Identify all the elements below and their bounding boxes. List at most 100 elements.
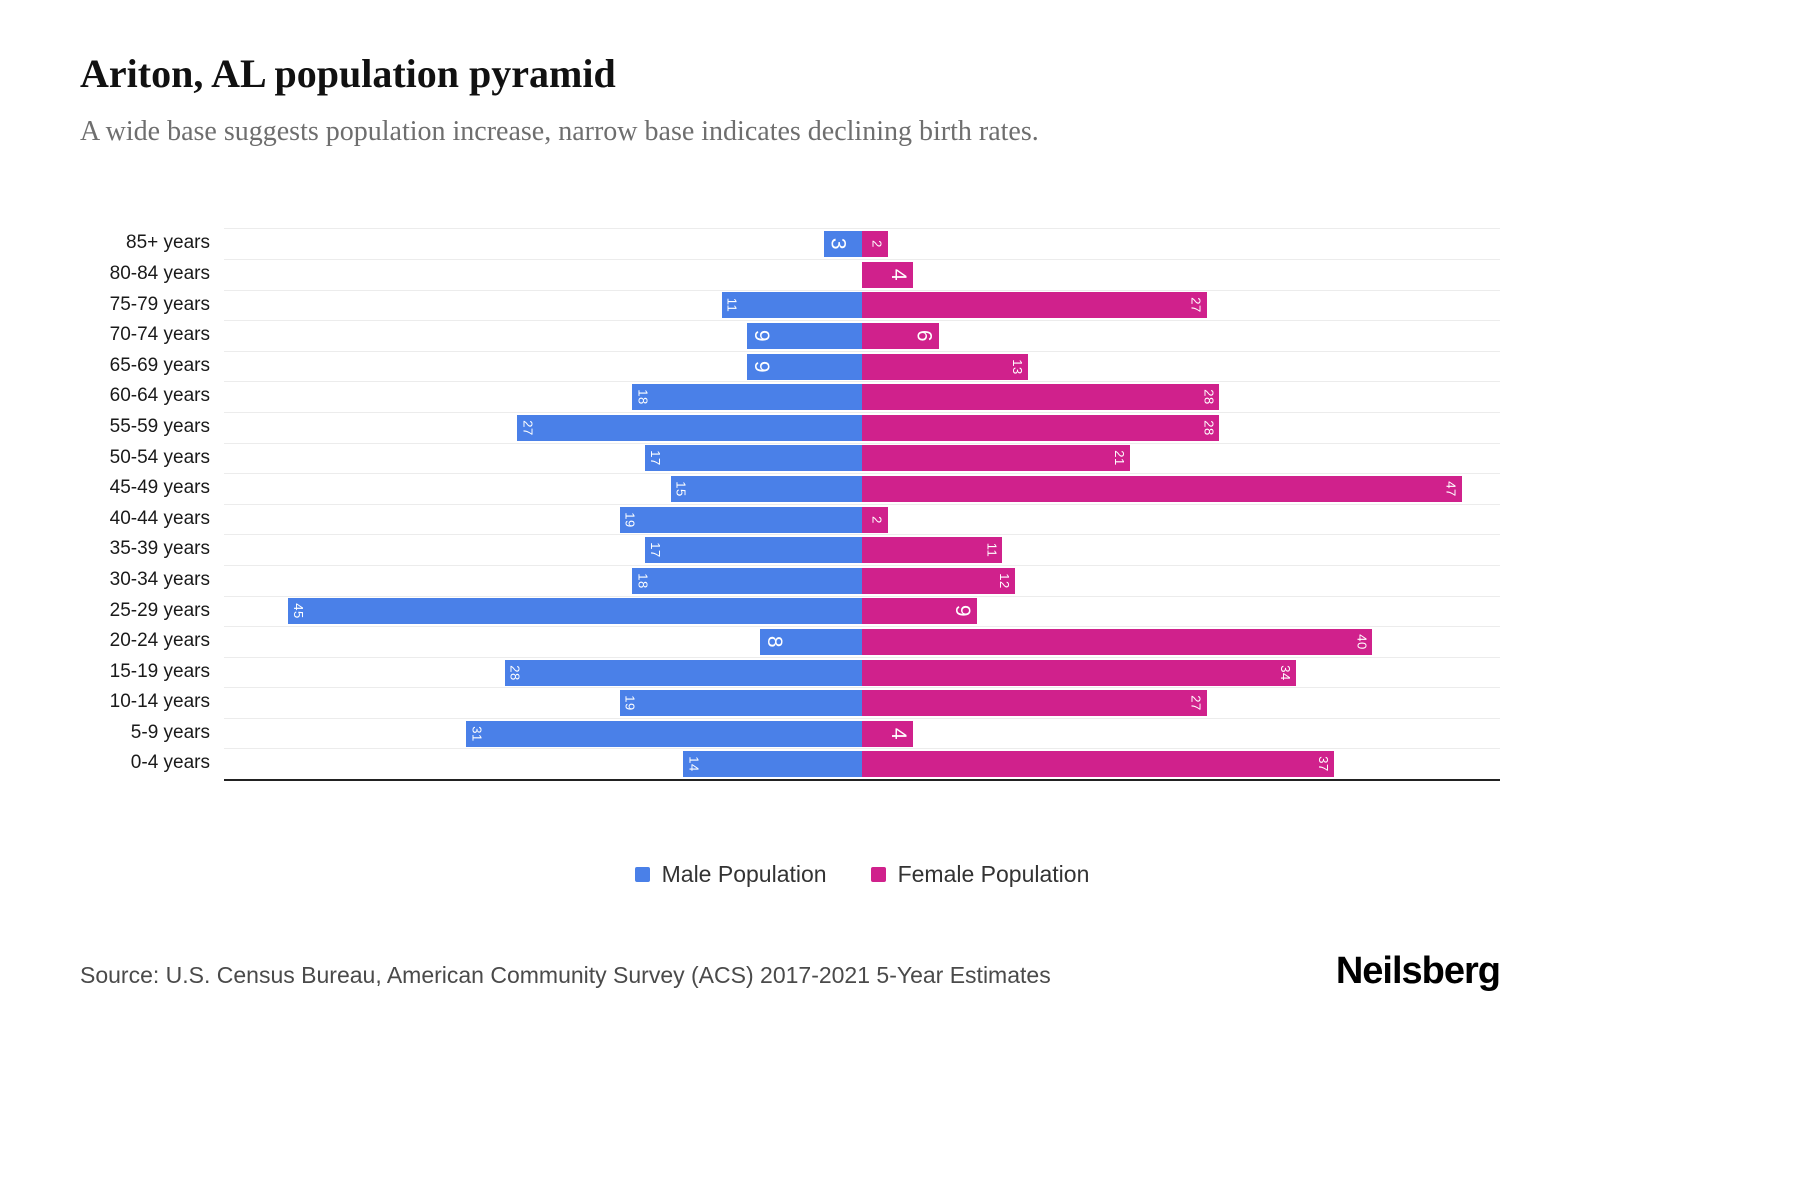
bar-value-label: 28 xyxy=(507,664,523,681)
row-plot-area: 18 28 xyxy=(224,381,1500,412)
male-half: 28 xyxy=(224,658,862,688)
age-group-label: 0-4 years xyxy=(130,752,210,774)
male-bar[interactable]: 9 xyxy=(747,322,862,349)
male-half: 14 xyxy=(224,749,862,779)
age-group-label: 30-34 years xyxy=(109,568,210,590)
female-half: 13 xyxy=(862,352,1500,382)
female-bar[interactable]: 37 xyxy=(862,751,1335,778)
female-bar[interactable]: 40 xyxy=(862,628,1373,655)
male-bar[interactable]: 28 xyxy=(504,659,862,686)
bar-value-label: 8 xyxy=(762,635,786,648)
male-bar[interactable]: 14 xyxy=(683,751,862,778)
male-bar[interactable]: 3 xyxy=(823,231,862,258)
age-group-label: 55-59 years xyxy=(109,415,210,437)
male-bar[interactable]: 45 xyxy=(287,598,862,625)
male-bar[interactable]: 9 xyxy=(747,353,862,380)
female-bar[interactable]: 13 xyxy=(862,353,1028,380)
bar-value-label: 45 xyxy=(290,603,306,620)
legend-item-male[interactable]: Male Population xyxy=(634,861,827,888)
male-half: 17 xyxy=(224,535,862,565)
pyramid-row: 55-59 years 27 28 xyxy=(80,411,1500,443)
bar-value-label: 4 xyxy=(887,268,911,281)
bar-value-label: 14 xyxy=(686,756,702,773)
female-bar[interactable]: 11 xyxy=(862,537,1003,564)
female-bar[interactable]: 27 xyxy=(862,690,1207,717)
female-bar[interactable]: 6 xyxy=(862,322,939,349)
male-bar[interactable]: 31 xyxy=(466,720,862,747)
female-half: 37 xyxy=(862,749,1500,779)
female-bar[interactable]: 4 xyxy=(862,720,914,747)
male-bar[interactable]: 15 xyxy=(670,475,862,502)
male-half: 18 xyxy=(224,566,862,596)
male-bar[interactable]: 19 xyxy=(619,690,862,717)
male-bar[interactable]: 11 xyxy=(721,292,862,319)
male-half: 19 xyxy=(224,688,862,718)
male-bar[interactable]: 27 xyxy=(517,414,862,441)
male-bar[interactable]: 17 xyxy=(645,445,862,472)
male-half: 9 xyxy=(224,321,862,351)
male-bar[interactable]: 8 xyxy=(759,628,862,655)
bar-value-label: 31 xyxy=(469,725,485,742)
male-legend-swatch xyxy=(634,867,650,883)
female-bar[interactable]: 28 xyxy=(862,384,1220,411)
pyramid-row: 50-54 years 17 21 xyxy=(80,442,1500,474)
female-half: 4 xyxy=(862,719,1500,749)
male-bar[interactable]: 19 xyxy=(619,506,862,533)
female-bar[interactable]: 28 xyxy=(862,414,1220,441)
male-bar[interactable]: 18 xyxy=(632,384,862,411)
female-bar[interactable]: 47 xyxy=(862,475,1462,502)
pyramid-row: 5-9 years 31 4 xyxy=(80,717,1500,749)
age-group-label: 80-84 years xyxy=(109,262,210,284)
age-group-label: 65-69 years xyxy=(109,354,210,376)
male-half: 11 xyxy=(224,291,862,321)
age-group-label: 50-54 years xyxy=(109,446,210,468)
bar-value-label: 27 xyxy=(1188,297,1204,314)
male-bar[interactable]: 17 xyxy=(645,537,862,564)
bar-value-label: 13 xyxy=(1009,358,1025,375)
female-half: 34 xyxy=(862,658,1500,688)
row-plot-area: 19 27 xyxy=(224,687,1500,718)
row-plot-area: 17 11 xyxy=(224,534,1500,565)
female-half: 27 xyxy=(862,688,1500,718)
male-half: 3 xyxy=(224,229,862,259)
age-group-label: 85+ years xyxy=(126,232,210,254)
female-half: 4 xyxy=(862,260,1500,290)
bar-value-label: 15 xyxy=(673,481,689,497)
age-group-label: 15-19 years xyxy=(109,660,210,682)
female-bar[interactable]: 9 xyxy=(862,598,977,625)
chart-rows: 85+ years 3 2 80-84 years 4 75-79 years 11 27 70… xyxy=(80,228,1500,779)
female-legend-swatch xyxy=(870,867,886,883)
source-text: Source: U.S. Census Bureau, American Com… xyxy=(80,962,1051,989)
pyramid-row: 75-79 years 11 27 xyxy=(80,289,1500,321)
age-group-label: 75-79 years xyxy=(109,293,210,315)
pyramid-row: 45-49 years 15 47 xyxy=(80,473,1500,504)
legend-item-female[interactable]: Female Population xyxy=(870,861,1089,888)
female-bar[interactable]: 27 xyxy=(862,292,1207,319)
female-half: 27 xyxy=(862,291,1500,321)
male-half: 15 xyxy=(224,474,862,504)
female-bar[interactable]: 34 xyxy=(862,659,1296,686)
female-half: 12 xyxy=(862,566,1500,596)
male-half xyxy=(224,260,862,290)
bar-value-label: 11 xyxy=(984,542,1000,558)
female-bar[interactable]: 12 xyxy=(862,567,1016,594)
bar-value-label: 27 xyxy=(1188,695,1204,711)
pyramid-row: 25-29 years 45 9 xyxy=(80,595,1500,627)
pyramid-row: 70-74 years 9 6 xyxy=(80,320,1500,351)
row-plot-area: 9 13 xyxy=(224,350,1500,382)
female-bar[interactable]: 21 xyxy=(862,445,1130,472)
male-bar[interactable]: 18 xyxy=(632,567,862,594)
female-half: 40 xyxy=(862,627,1500,657)
row-plot-area: 45 9 xyxy=(224,595,1500,627)
x-axis-line xyxy=(224,779,1500,782)
female-bar[interactable]: 4 xyxy=(862,261,914,288)
bar-value-label: 12 xyxy=(997,572,1013,589)
row-plot-area: 31 4 xyxy=(224,717,1500,749)
bar-value-label: 27 xyxy=(520,420,536,436)
female-bar[interactable]: 2 xyxy=(862,506,888,533)
row-plot-area: 27 28 xyxy=(224,411,1500,443)
pyramid-row: 35-39 years 17 11 xyxy=(80,534,1500,565)
female-bar[interactable]: 2 xyxy=(862,231,888,258)
